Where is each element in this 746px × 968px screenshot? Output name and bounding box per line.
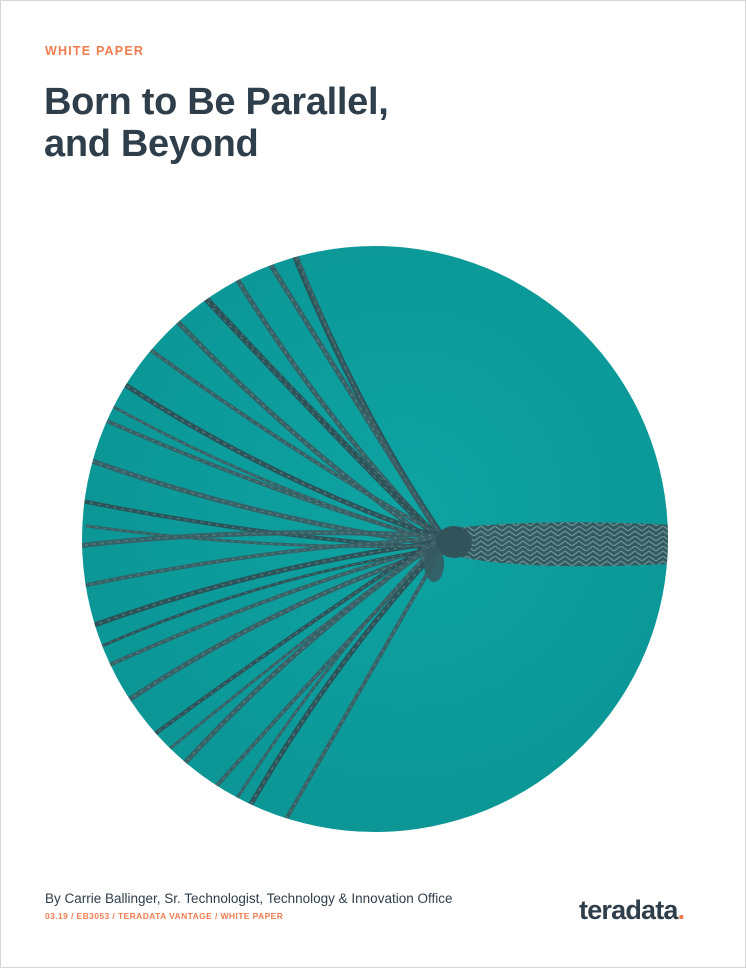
braided-rope — [424, 522, 668, 582]
rope-strand-texture — [111, 405, 443, 543]
rope-strand — [280, 546, 444, 828]
rope-strand — [295, 254, 444, 538]
logo-dot: . — [677, 895, 685, 925]
hero-image-rope-strands — [82, 246, 668, 832]
title-line-2: and Beyond — [44, 123, 259, 165]
rope-strand-texture — [166, 535, 443, 752]
rope-strand-texture — [126, 385, 443, 540]
title-line-1: Born to Be Parallel, — [44, 81, 389, 123]
rope-strand — [174, 318, 445, 551]
rope-strand-texture — [91, 541, 443, 627]
teradata-logo: teradata. — [579, 894, 685, 926]
rope-strand-texture — [211, 541, 443, 792]
page-title: Born to Be Parallel, and Beyond — [44, 81, 604, 165]
author-byline: By Carrie Ballinger, Sr. Technologist, T… — [45, 891, 453, 906]
rope-strand-texture — [201, 295, 443, 546]
logo-wordmark: teradata — [579, 895, 678, 925]
rope-strand-texture — [231, 538, 443, 807]
rope-strand-texture — [86, 525, 443, 547]
rope-strand — [179, 536, 445, 769]
document-meta-line: 03.19 / EB3053 / TERADATA VANTAGE / WHIT… — [45, 911, 284, 921]
rope-strand-texture — [261, 250, 443, 540]
rope-strand — [82, 537, 444, 588]
rope-strand-texture — [151, 535, 443, 737]
rope-strands — [82, 246, 445, 828]
rope-strands-illustration — [82, 246, 668, 832]
rope-strand-texture — [82, 531, 443, 547]
rope-strand-texture — [151, 350, 443, 537]
rope-strand-texture — [246, 544, 443, 812]
rope-strand-texture — [91, 460, 443, 546]
rope-strand — [190, 279, 444, 541]
document-type-label: WHITE PAPER — [45, 44, 145, 58]
rope-strand — [100, 546, 444, 648]
